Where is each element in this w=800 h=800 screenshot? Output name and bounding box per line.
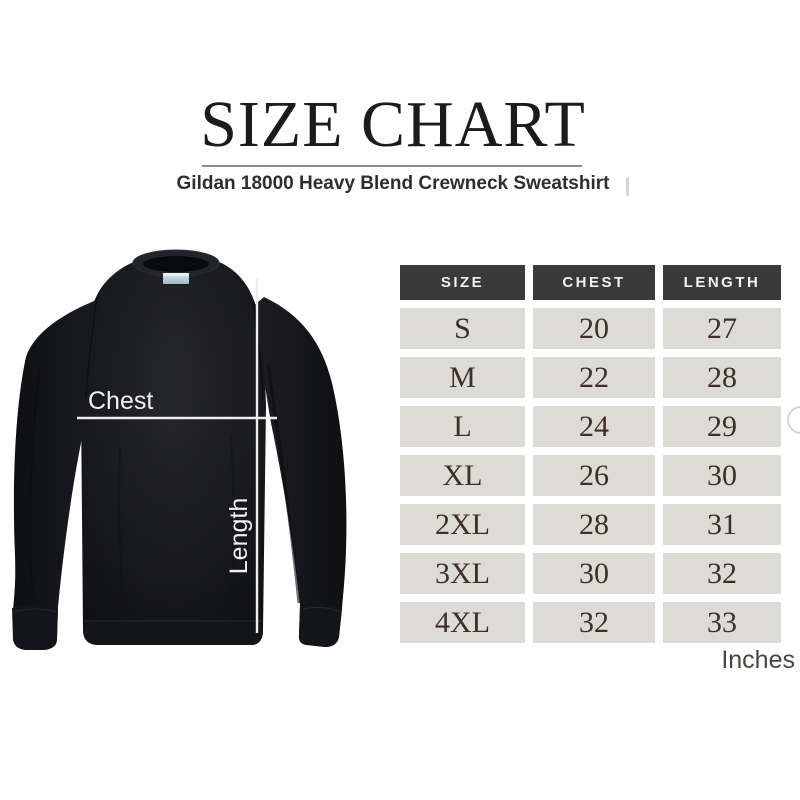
table-cell-length: 32 [663, 553, 781, 594]
neck-tag-highlight [163, 273, 189, 276]
table-cell-size: 4XL [400, 602, 525, 643]
table-cell-chest: 24 [533, 406, 655, 447]
table-cell-chest: 32 [533, 602, 655, 643]
table-cell-chest: 26 [533, 455, 655, 496]
table-cell-size: M [400, 357, 525, 398]
right-shoulder-seam [252, 300, 264, 400]
size-table: SIZE CHEST LENGTH S 20 27 M 22 28 L 24 29 XL 26 30 2… [400, 265, 781, 643]
left-cuff-seam [12, 608, 58, 613]
right-armpit-shadow [266, 364, 301, 604]
neck-opening [143, 256, 209, 272]
table-cell-size: XL [400, 455, 525, 496]
right-cuff [298, 603, 342, 647]
left-cuff [12, 605, 58, 650]
fabric-fold-3 [230, 434, 235, 614]
table-cell-length: 30 [663, 455, 781, 496]
length-measure-label: Length [225, 498, 253, 574]
table-cell-length: 29 [663, 406, 781, 447]
table-cell-length: 27 [663, 308, 781, 349]
table-cell-size: 2XL [400, 504, 525, 545]
table-cell-chest: 20 [533, 308, 655, 349]
units-label: Inches [721, 646, 795, 674]
page-title: SIZE CHART [200, 88, 586, 161]
chest-measure-label: Chest [88, 387, 153, 415]
title-divider [202, 165, 582, 167]
table-cell-size: S [400, 308, 525, 349]
right-cuff-seam [299, 606, 342, 613]
table-cell-length: 33 [663, 602, 781, 643]
fabric-fold-2 [118, 444, 125, 616]
sweatshirt-illustration: Chest Length [12, 249, 347, 650]
table-cell-length: 31 [663, 504, 781, 545]
table-cell-size: L [400, 406, 525, 447]
hem-band [83, 621, 263, 645]
collar-front-rim [133, 264, 219, 279]
column-header-size: SIZE [400, 265, 525, 300]
table-cell-length: 28 [663, 357, 781, 398]
column-header-chest: CHEST [533, 265, 655, 300]
product-subtitle: Gildan 18000 Heavy Blend Crewneck Sweats… [176, 173, 610, 194]
right-sleeve [252, 297, 347, 647]
photo-artifact-dash [626, 177, 629, 196]
table-cell-chest: 22 [533, 357, 655, 398]
fabric-fold-1 [29, 364, 41, 596]
table-cell-chest: 30 [533, 553, 655, 594]
carousel-next-arrow-partial[interactable] [787, 406, 800, 434]
table-cell-size: 3XL [400, 553, 525, 594]
table-cell-chest: 28 [533, 504, 655, 545]
sweatshirt-body [81, 261, 266, 645]
column-header-length: LENGTH [663, 265, 781, 300]
left-shoulder-seam [85, 296, 98, 398]
